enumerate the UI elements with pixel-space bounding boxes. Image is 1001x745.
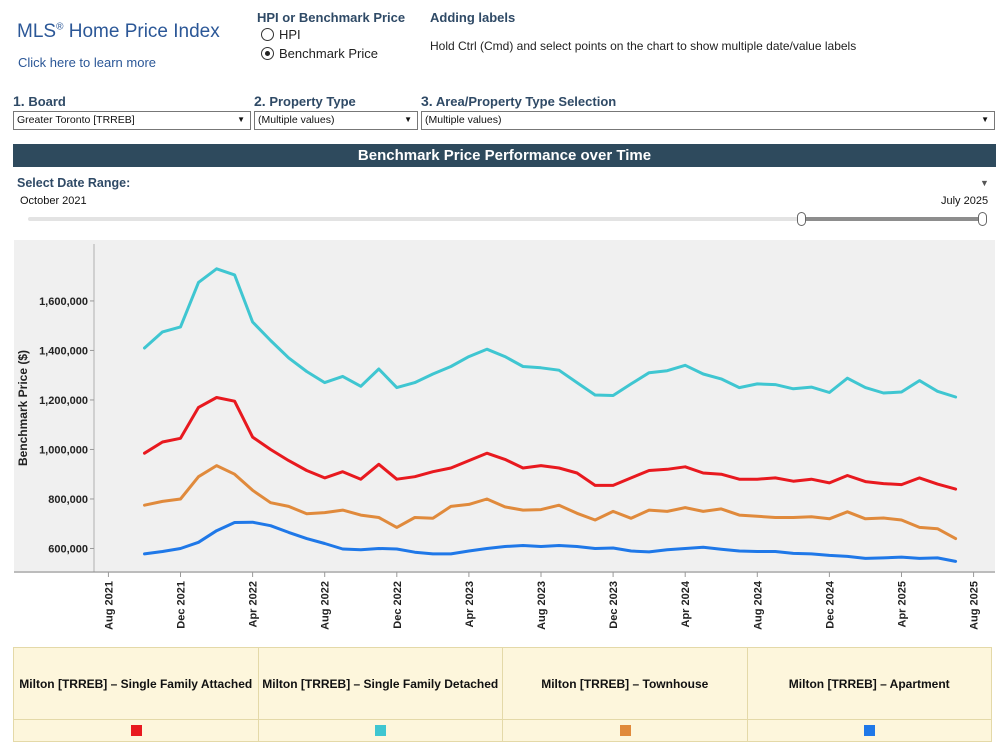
dropdown-arrow-icon: ▼ — [237, 115, 245, 124]
series-line-3[interactable] — [143, 520, 958, 563]
legend-item-single-family-attached[interactable]: Milton [TRREB] – Single Family Attached — [14, 648, 259, 741]
date-range-start-handle[interactable] — [797, 212, 806, 226]
adding-labels-title: Adding labels — [430, 10, 516, 25]
x-tick-label: Aug 2022 — [320, 581, 332, 630]
radio-label: HPI — [279, 27, 301, 42]
legend-item-townhouse[interactable]: Milton [TRREB] – Townhouse — [503, 648, 748, 741]
x-tick-label: Dec 2023 — [608, 581, 620, 629]
legend: Milton [TRREB] – Single Family Attached … — [13, 647, 992, 742]
y-tick-label: 800,000 — [48, 494, 88, 506]
y-axis-title: Benchmark Price ($) — [16, 350, 30, 466]
plot-area[interactable] — [14, 240, 995, 573]
x-tick-label: Apr 2024 — [680, 580, 692, 627]
date-range-title: Select Date Range: — [17, 176, 131, 190]
legend-swatch — [130, 725, 142, 736]
x-tick-label: Aug 2023 — [536, 581, 548, 630]
benchmark-price-line-chart[interactable]: 600,000 800,000 1,000,000 1,200,000 1,400,00… — [13, 239, 996, 640]
series-line-2[interactable] — [143, 464, 958, 541]
area-dropdown[interactable]: (Multiple values) ▼ — [421, 111, 995, 130]
legend-label: Milton [TRREB] – Townhouse — [541, 677, 709, 691]
date-range-end-handle[interactable] — [978, 212, 987, 226]
legend-divider — [503, 719, 747, 720]
x-tick-label: Aug 2021 — [103, 581, 115, 630]
legend-label: Milton [TRREB] – Single Family Attached — [19, 677, 253, 691]
learn-more-link[interactable]: Click here to learn more — [18, 55, 156, 70]
area-filter-label: 3. Area/Property Type Selection — [421, 93, 617, 109]
date-range-slider-selection[interactable] — [802, 217, 982, 221]
legend-divider — [747, 719, 991, 720]
x-tick-label: Apr 2025 — [896, 581, 908, 627]
y-tick-label: 1,400,000 — [39, 345, 88, 357]
radio-benchmark-price[interactable]: Benchmark Price — [261, 46, 378, 61]
property-type-dropdown[interactable]: (Multiple values) ▼ — [254, 111, 418, 130]
chart-banner-title: Benchmark Price Performance over Time — [13, 144, 996, 167]
board-filter-label: 1. Board — [13, 93, 66, 109]
x-tick-label: Dec 2021 — [176, 581, 188, 629]
date-range-slider-track[interactable] — [28, 217, 986, 221]
property-type-filter-label: 2. Property Type — [254, 93, 356, 109]
x-tick-label: Aug 2024 — [752, 580, 764, 630]
legend-label: Milton [TRREB] – Apartment — [788, 677, 950, 691]
x-tick-label: Apr 2023 — [464, 581, 476, 627]
radio-label: Benchmark Price — [279, 46, 378, 61]
legend-swatch — [619, 725, 631, 736]
legend-item-single-family-detached[interactable]: Milton [TRREB] – Single Family Detached — [258, 648, 503, 741]
x-tick-label: Aug 2025 — [969, 581, 981, 630]
date-range-end: July 2025 — [941, 195, 989, 207]
app-title: MLS® Home Price Index — [17, 21, 220, 42]
legend-item-apartment[interactable]: Milton [TRREB] – Apartment — [747, 648, 991, 741]
x-tick-label: Dec 2024 — [824, 580, 836, 629]
board-dropdown[interactable]: Greater Toronto [TRREB] ▼ — [13, 111, 251, 130]
radio-button-selected[interactable] — [261, 47, 274, 60]
legend-label: Milton [TRREB] – Single Family Detached — [262, 677, 499, 691]
dropdown-arrow-icon: ▼ — [404, 115, 412, 124]
series-line-1[interactable] — [143, 267, 958, 399]
measure-selector-title: HPI or Benchmark Price — [257, 10, 406, 25]
y-tick-label: 1,200,000 — [39, 395, 88, 407]
y-tick-label: 1,600,000 — [39, 296, 88, 308]
date-range-start: October 2021 — [20, 195, 87, 207]
legend-divider — [258, 719, 502, 720]
radio-hpi[interactable]: HPI — [261, 27, 301, 42]
x-tick-label: Dec 2022 — [392, 581, 404, 629]
adding-labels-instructions: Hold Ctrl (Cmd) and select points on the… — [430, 39, 857, 53]
legend-divider — [14, 719, 258, 720]
radio-button[interactable] — [261, 28, 274, 41]
y-tick-label: 600,000 — [48, 543, 88, 555]
date-range-menu-icon[interactable]: ▼ — [980, 178, 989, 188]
x-tick-label: Apr 2022 — [248, 581, 260, 627]
dropdown-arrow-icon: ▼ — [981, 115, 989, 124]
legend-swatch — [375, 725, 387, 736]
y-tick-label: 1,000,000 — [39, 444, 88, 456]
legend-swatch — [864, 725, 876, 736]
series-line-0[interactable] — [143, 396, 958, 491]
